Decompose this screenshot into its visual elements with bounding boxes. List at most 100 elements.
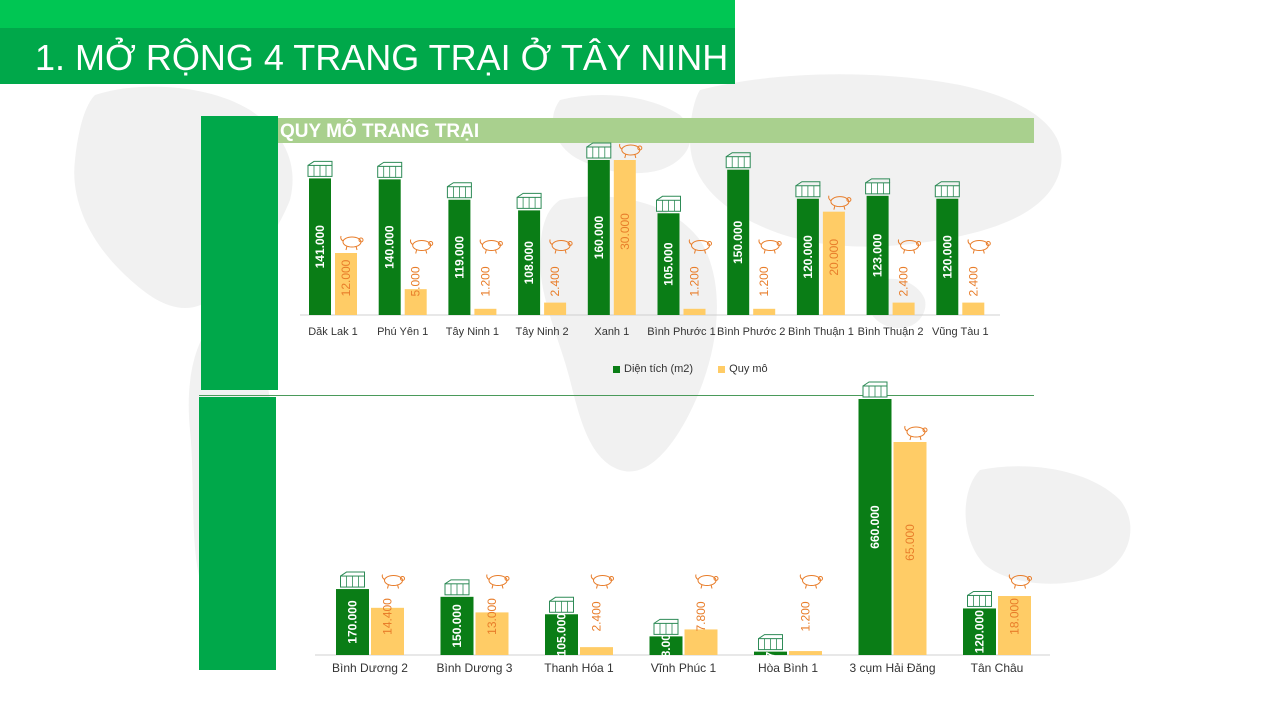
legend-swatch-area (613, 365, 620, 373)
bar-scale (822, 211, 845, 315)
x-tick-label: Hòa Bình 1 (758, 661, 818, 675)
pig-icon (590, 574, 614, 589)
data-label-scale: 7.800 (694, 601, 708, 631)
bar-scale (580, 647, 613, 655)
pig-icon (340, 235, 364, 251)
data-label-scale: 5.000 (409, 266, 423, 296)
legend-label-scale: Quy mô (729, 363, 768, 375)
bar-area (657, 213, 680, 315)
title-accent-strip (0, 0, 735, 28)
legend-swatch-scale (718, 365, 726, 373)
pig-icon (828, 195, 852, 210)
legend-item-scale: Quy mô (718, 363, 768, 375)
pig-icon (409, 239, 434, 254)
data-label-scale: 13.000 (485, 598, 499, 635)
bar-scale (892, 302, 915, 315)
bar-area (754, 651, 787, 655)
bar-scale (335, 253, 357, 315)
data-label-scale: 1.200 (688, 266, 702, 296)
x-tick-label: Bình Phước 1 (647, 326, 715, 338)
title-bar (0, 28, 735, 84)
bar-scale (684, 629, 718, 655)
barn-icon (967, 590, 992, 607)
bar-scale (613, 160, 636, 315)
x-tick-label: Bình Thuận 2 (858, 326, 924, 338)
bar-area (336, 589, 369, 655)
legend-label-area: Diện tích (m2) (624, 363, 694, 375)
data-label-area: 160.000 (592, 215, 606, 259)
data-label-scale: 1.200 (478, 266, 492, 296)
data-label-area: 119.000 (452, 236, 466, 279)
data-label-scale: 20.000 (827, 239, 841, 276)
barn-icon (377, 161, 403, 178)
x-tick-label: Tây Ninh 1 (446, 326, 499, 338)
barn-icon (444, 579, 470, 596)
barn-icon (725, 152, 751, 169)
bar-scale (544, 302, 567, 315)
data-label-scale: 14.400 (381, 598, 395, 635)
data-label-area: 140.000 (383, 225, 397, 269)
data-label-scale: 1.200 (799, 601, 813, 631)
data-label-scale: 30.000 (618, 213, 632, 250)
x-tick-label: Bình Dương 2 (332, 661, 408, 675)
data-label-scale: 12.000 (339, 259, 353, 296)
chart-legend: Diện tích (m2) Quy mô (613, 363, 790, 375)
data-label-area: 120.000 (973, 610, 987, 654)
pig-icon (549, 239, 573, 254)
bar-scale (474, 308, 497, 315)
data-label-area: 150.000 (450, 604, 464, 648)
x-tick-label: 3 cụm Hải Đăng (849, 661, 935, 675)
barn-icon (758, 634, 783, 651)
pig-icon (904, 425, 928, 441)
data-label-area: 170.000 (346, 600, 360, 644)
pig-icon (688, 239, 712, 254)
bar-scale (998, 596, 1031, 655)
data-label-scale: 1.200 (757, 266, 771, 296)
bar-area (936, 198, 959, 315)
farm-scale-chart-1: 141.000 12.000 Dăk Lak 1 140.000 5.000 Phú Yê… (300, 142, 1000, 338)
bar-area (858, 399, 892, 655)
data-label-area: 120.000 (940, 235, 954, 279)
x-tick-label: Vĩnh Phúc 1 (651, 661, 717, 675)
barn-icon (549, 596, 574, 613)
barn-icon (656, 195, 681, 212)
data-label-area: 120.000 (801, 235, 815, 279)
bar-scale (789, 651, 822, 655)
bar-area (309, 178, 331, 315)
bar-area (378, 179, 401, 315)
data-label-area: 141.000 (313, 225, 327, 269)
bar-scale (475, 612, 509, 655)
x-tick-label: Tân Châu (971, 661, 1024, 675)
bar-area (448, 199, 471, 315)
data-label-scale: 18.000 (1008, 598, 1022, 635)
barn-icon (446, 182, 472, 199)
bar-area (866, 195, 889, 315)
barn-icon (862, 381, 888, 398)
section-title: QUY MÔ TRANG TRẠI (280, 121, 480, 142)
x-tick-label: Phú Yên 1 (377, 326, 428, 338)
bar-area (727, 169, 750, 315)
x-tick-label: Bình Phước 2 (717, 326, 785, 338)
pig-icon (695, 574, 719, 589)
data-label-scale: 2.400 (966, 266, 980, 296)
bar-area (796, 198, 819, 315)
x-tick-label: Bình Dương 3 (437, 661, 513, 675)
barn-icon (795, 181, 821, 198)
bar-area (518, 210, 541, 315)
bar-scale (753, 308, 776, 315)
pig-icon (486, 574, 510, 589)
bar-scale (683, 308, 706, 315)
pig-icon (619, 143, 643, 159)
page-title: 1. MỞ RỘNG 4 TRANG TRẠI Ở TÂY NINH (35, 37, 729, 78)
bar-area (649, 636, 683, 655)
pig-icon (758, 239, 782, 254)
x-tick-label: Dăk Lak 1 (308, 326, 358, 338)
barn-icon (586, 142, 612, 159)
bar-scale (893, 442, 927, 655)
bar-area (963, 608, 996, 655)
data-label-scale: 65.000 (903, 524, 917, 561)
data-label-area: 48.000 (659, 627, 673, 664)
barn-icon (653, 618, 679, 635)
bar-scale (371, 607, 404, 655)
side-accent-block-bottom (199, 397, 276, 670)
